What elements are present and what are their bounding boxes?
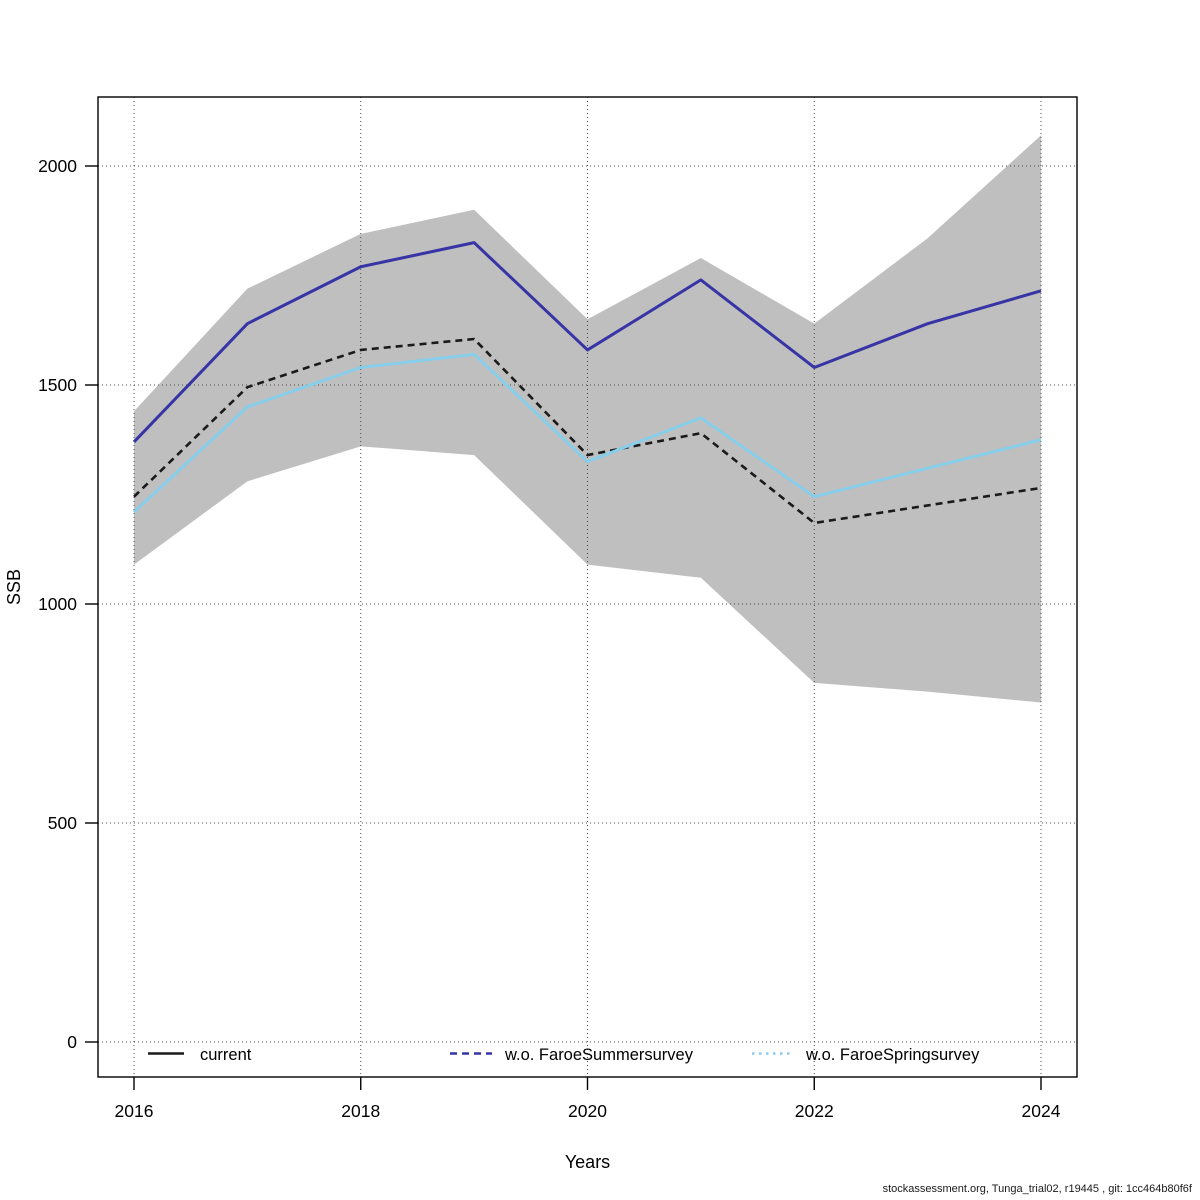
y-tick-label: 1500 <box>38 375 77 395</box>
x-tick-label: 2016 <box>115 1101 154 1121</box>
y-tick-label: 2000 <box>38 156 77 176</box>
gridlines <box>98 97 1077 1077</box>
x-tick-label: 2022 <box>795 1101 834 1121</box>
x-tick-label: 2024 <box>1022 1101 1061 1121</box>
x-tick-label: 2018 <box>341 1101 380 1121</box>
x-axis-title: Years <box>565 1152 610 1172</box>
series-line-w-o-faroespringsurvey <box>132 352 1042 514</box>
series-line-w-o-faroesummersurvey <box>132 241 1042 443</box>
legend-label: current <box>200 1046 252 1064</box>
y-tick-label: 500 <box>48 813 77 833</box>
y-axis-title: SSB <box>4 569 24 605</box>
legend-label: w.o. FaroeSpringsurvey <box>805 1046 980 1064</box>
y-tick-label: 0 <box>67 1032 77 1052</box>
footer-credit: stockassessment.org, Tunga_trial02, r194… <box>882 1183 1192 1195</box>
y-tick-label: 1000 <box>38 594 77 614</box>
axes: 0 500 1000 1500 2000 2016 2018 2020 2022 2024 <box>38 156 1061 1121</box>
x-tick-label: 2020 <box>568 1101 607 1121</box>
legend-label: w.o. FaroeSummersurvey <box>504 1046 694 1064</box>
legend: current w.o. FaroeSummersurvey w.o. FaroeS… <box>148 1046 980 1064</box>
series-line-current <box>133 337 1042 525</box>
